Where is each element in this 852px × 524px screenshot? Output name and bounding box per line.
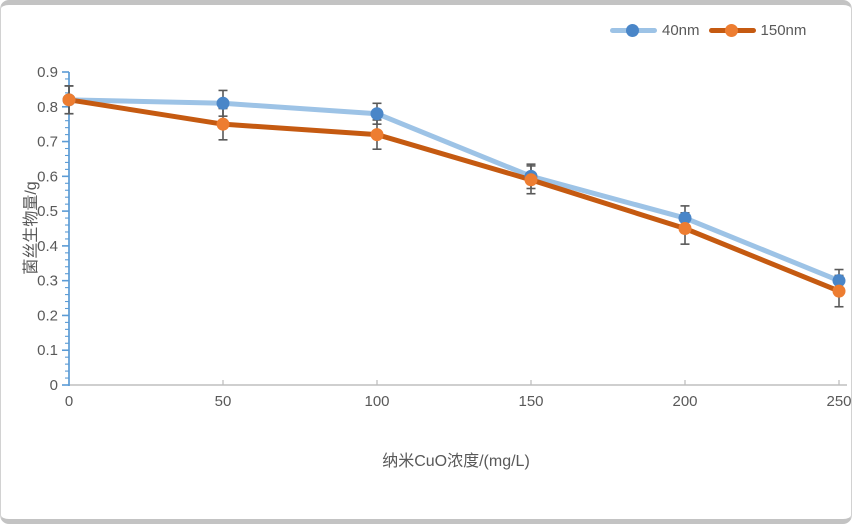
y-tick-label: 0.7 [37, 134, 58, 151]
data-point-150nm [832, 284, 846, 298]
y-axis-title: 菌丝生物量/g [23, 181, 40, 275]
y-tick-label: 0.2 [37, 307, 58, 324]
legend-marker-icon [626, 23, 639, 37]
data-point-150nm [62, 93, 76, 107]
data-point-40nm [832, 274, 846, 288]
data-point-40nm [370, 107, 384, 121]
x-tick-label: 150 [518, 393, 543, 410]
legend-swatch-40nm [610, 23, 657, 37]
series-line-150nm [66, 97, 842, 294]
x-tick-label: 50 [215, 393, 232, 410]
y-tick-label: 0.3 [37, 273, 58, 290]
x-axis-title: 纳米CuO浓度/(mg/L) [382, 453, 530, 470]
y-tick-label: 0.5 [37, 203, 58, 220]
data-point-150nm [370, 128, 384, 142]
legend-marker-icon [724, 23, 738, 37]
y-tick-label: 0.9 [37, 64, 58, 81]
data-point-150nm [678, 222, 692, 235]
legend-item-40nm: 40nm [610, 22, 700, 39]
legend-label: 150nm [760, 21, 807, 39]
data-point-150nm [216, 117, 230, 131]
data-point-40nm [216, 96, 230, 110]
data-point-150nm [524, 173, 538, 187]
series-line-40nm [66, 97, 842, 284]
y-tick-label: 0 [50, 377, 58, 394]
y-tick-label: 0.8 [37, 99, 58, 116]
x-tick-label: 100 [364, 393, 389, 410]
legend-label: 40nm [662, 21, 700, 39]
y-tick-label: 0.1 [37, 342, 58, 359]
legend-swatch-150nm [708, 23, 756, 37]
y-tick-label: 0.4 [37, 238, 58, 255]
x-tick-label: 250 [826, 393, 851, 410]
x-tick-label: 0 [65, 393, 73, 410]
legend-item-150nm: 150nm [708, 21, 807, 39]
data-point-40nm [678, 211, 692, 225]
x-tick-label: 200 [672, 393, 697, 410]
y-tick-label: 0.6 [37, 168, 58, 185]
legend: 40nm 150nm [610, 21, 806, 39]
